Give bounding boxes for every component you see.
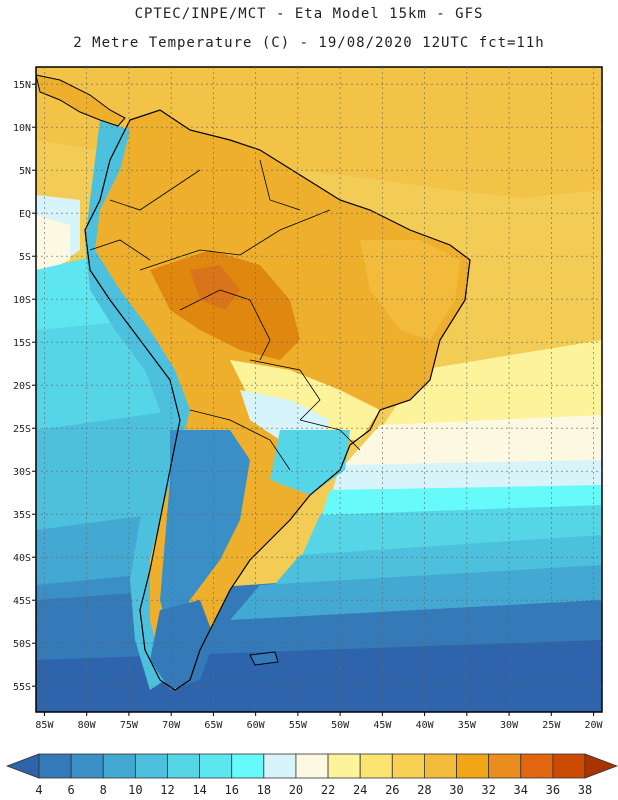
colorbar-label: 38 <box>578 783 592 797</box>
map-frame <box>35 66 603 713</box>
lat-tick-label: 25S <box>13 424 31 435</box>
lon-tick-label: 25W <box>542 720 561 731</box>
colorbar-left-arrow <box>5 753 40 779</box>
border-venezuela <box>259 159 301 211</box>
colorbar-label: 12 <box>160 783 174 797</box>
colorbar-legend <box>5 753 618 779</box>
colorbar-segment <box>295 753 329 779</box>
colorbar-label: 28 <box>417 783 431 797</box>
colorbar-segment <box>102 753 136 779</box>
country-borders <box>89 159 361 471</box>
lon-tick-label: 30W <box>500 720 519 731</box>
tierra-del-fuego-cold <box>150 600 215 690</box>
colorbar-label: 26 <box>385 783 399 797</box>
colorbar-label: 34 <box>514 783 528 797</box>
lon-tick-label: 40W <box>416 720 435 731</box>
colorbar-label: 10 <box>128 783 142 797</box>
colorbar-segment <box>38 753 72 779</box>
lon-tick-label: 20W <box>585 720 604 731</box>
central-america <box>36 74 126 127</box>
colorbar-label: 32 <box>481 783 495 797</box>
colorbar-segment <box>424 753 457 779</box>
latitude-axis: 15N 10N 5N EQ 5S 10S 15S 20S 25S 30S 35S 40S 45S 50S 5… <box>13 80 36 693</box>
colorbar-label: 18 <box>257 783 271 797</box>
colorbar-label: 20 <box>289 783 303 797</box>
colorbar-segment <box>359 753 393 779</box>
lat-tick-label: 15N <box>13 80 31 91</box>
colorbar-segment <box>552 753 586 779</box>
andes-cold-strip <box>85 120 190 690</box>
colorbar-segment <box>167 753 200 779</box>
colorbar-segment <box>456 753 490 779</box>
lon-tick-label: 55W <box>289 720 308 731</box>
border-north-amazon <box>139 209 331 271</box>
border-argentina-north <box>189 409 291 471</box>
lat-tick-label: EQ <box>19 209 31 220</box>
continent-south-24 <box>230 360 380 440</box>
continent-coastline <box>84 109 471 691</box>
lat-tick-label: 55S <box>13 682 31 693</box>
lat-tick-label: 10N <box>13 123 31 134</box>
colorbar-segment <box>520 753 554 779</box>
lat-tick-label: 5N <box>19 166 31 177</box>
lat-tick-label: 45S <box>13 596 31 607</box>
colorbar-label: 22 <box>321 783 335 797</box>
colorbar-label: 4 <box>35 783 42 797</box>
colorbar-label: 36 <box>546 783 560 797</box>
grid-lines <box>36 67 602 712</box>
colorbar-labels: 4 6 8 10 12 14 16 18 20 22 24 26 28 30 32 34 36 38 <box>35 783 592 797</box>
patagonia-cold <box>160 430 250 640</box>
lon-tick-label: 70W <box>162 720 181 731</box>
colorbar-label: 14 <box>192 783 206 797</box>
lat-tick-label: 35S <box>13 510 31 521</box>
colorbar-segment <box>488 753 522 779</box>
title-line-2: 2 Metre Temperature (C) - 19/08/2020 12U… <box>73 35 545 51</box>
temperature-field <box>36 67 602 712</box>
ocean-band-pacific-10 <box>36 515 150 590</box>
lon-tick-label: 50W <box>331 720 350 731</box>
lon-tick-label: 45W <box>373 720 392 731</box>
lon-tick-label: 65W <box>204 720 223 731</box>
colorbar-segment <box>391 753 425 779</box>
lat-tick-label: 5S <box>19 252 31 263</box>
colorbar-label: 8 <box>100 783 107 797</box>
ocean-band-atlantic-12 <box>270 535 602 590</box>
lat-tick-label: 40S <box>13 553 31 564</box>
ocean-band-pacific-20 <box>36 215 70 275</box>
colorbar-segment <box>231 753 265 779</box>
lat-tick-label: 20S <box>13 381 31 392</box>
ocean-band-atlantic-20 <box>340 415 602 470</box>
lon-tick-label: 80W <box>78 720 97 731</box>
lon-tick-label: 60W <box>247 720 266 731</box>
ocean-band-north-warm <box>36 67 602 198</box>
border-paraguay <box>249 359 321 421</box>
border-ecuador <box>89 239 151 261</box>
title-line-1: CPTEC/INPE/MCT - Eta Model 15km - GFS <box>134 6 484 22</box>
falkland-islands <box>249 651 279 666</box>
colorbar-label: 6 <box>68 783 75 797</box>
colorbar-segment <box>263 753 297 779</box>
border-brazil-south <box>299 419 361 451</box>
lat-tick-label: 50S <box>13 639 31 650</box>
lon-tick-label: 75W <box>120 720 139 731</box>
continent-ne-mild <box>360 240 460 340</box>
lat-tick-label: 10S <box>13 295 31 306</box>
colorbar-segment <box>134 753 168 779</box>
colorbar-label: 24 <box>353 783 367 797</box>
border-colombia <box>109 169 201 211</box>
colorbar-segment <box>70 753 104 779</box>
colorbar-label: 16 <box>224 783 238 797</box>
border-bolivia <box>179 289 271 361</box>
colorbar-segment <box>327 753 361 779</box>
lon-tick-label: 85W <box>35 720 54 731</box>
ocean-band-atlantic-14 <box>300 505 602 560</box>
colorbar-right-arrow <box>584 753 618 779</box>
lon-tick-label: 35W <box>458 720 477 731</box>
lat-tick-label: 15S <box>13 338 31 349</box>
longitude-axis: 85W 80W 75W 70W 65W 60W 55W 50W 45W 40W 35W 30W 25W 2… <box>35 712 604 731</box>
colorbar-segment <box>199 753 233 779</box>
lat-tick-label: 30S <box>13 467 31 478</box>
colorbar-label: 30 <box>449 783 463 797</box>
